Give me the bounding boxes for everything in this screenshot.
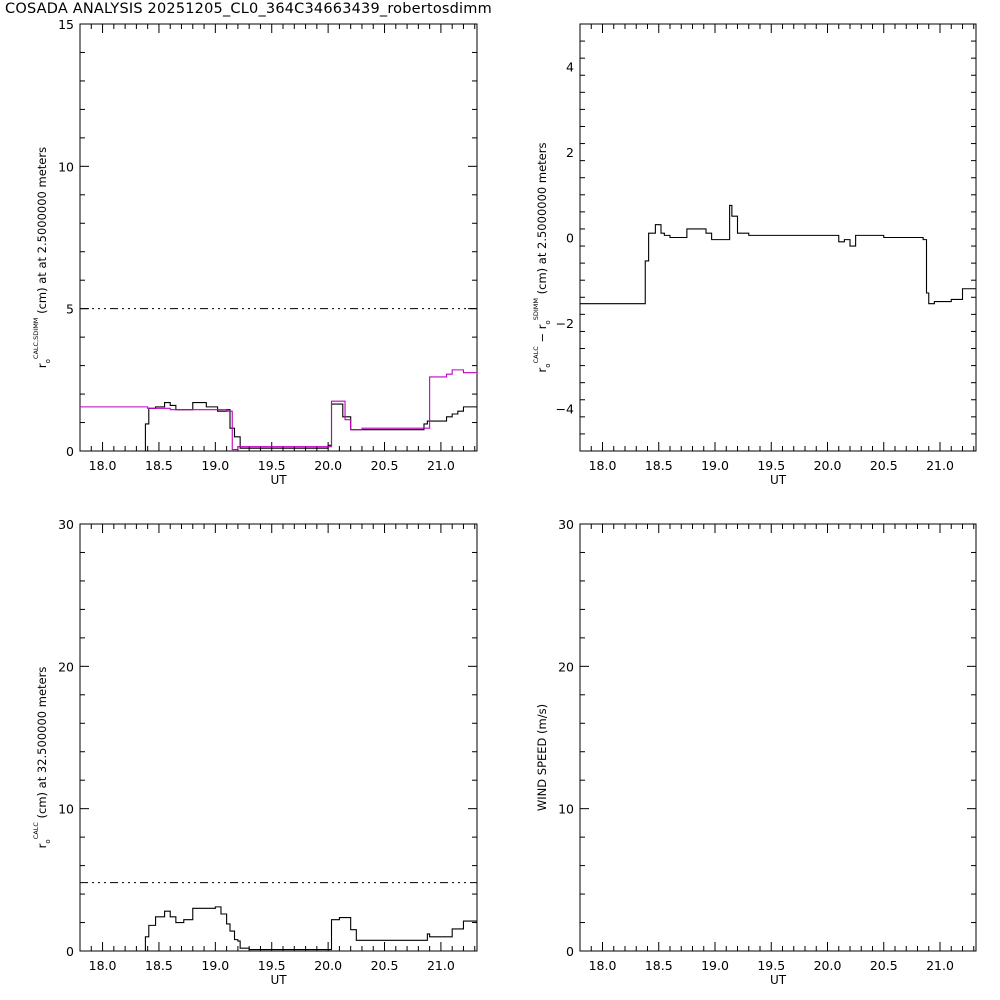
- y-tick-label: 30: [58, 517, 74, 532]
- x-tick-label: 18.5: [145, 958, 173, 973]
- y-label-rest: (cm) at 2.5000000 meters: [535, 143, 549, 298]
- plot-frame: [79, 23, 478, 452]
- y-tick-label: −2: [556, 316, 574, 331]
- y-label-sup: CALC: [32, 822, 40, 840]
- series-line-0: [80, 402, 477, 451]
- y-tick-label: 4: [566, 60, 574, 75]
- x-tick-label: 18.0: [589, 958, 617, 973]
- y-axis-label: ro CALC,SDIMM (cm) at at 2.5000000 meters: [32, 147, 52, 368]
- x-tick-label: 18.0: [89, 458, 117, 473]
- panel-wind-speed: 18.0 18.5 19.0 19.5 20.0 20.5 21.0 UT 0 10 20 30 WIN…: [535, 517, 977, 987]
- y-label-sub: o: [44, 359, 52, 363]
- y-tick-label: 20: [558, 659, 574, 674]
- y-label-main: r: [35, 363, 49, 368]
- x-axis-label: UT: [770, 973, 787, 987]
- x-axis-label: UT: [270, 473, 287, 487]
- x-tick-label: 19.5: [258, 458, 286, 473]
- y-tick-label: 10: [58, 802, 74, 817]
- y-label-sub2: o: [544, 320, 552, 324]
- x-tick-label: 18.0: [89, 958, 117, 973]
- y-label-sub: o: [44, 839, 52, 843]
- y-label-main: r: [35, 843, 49, 848]
- x-tick-label: 20.0: [314, 958, 342, 973]
- y-axis-label: WIND SPEED (m/s): [535, 704, 549, 811]
- x-tick-label: 20.0: [814, 958, 842, 973]
- plot-frame: [579, 23, 977, 452]
- y-label-main: r: [535, 367, 549, 372]
- x-tick-label: 19.5: [757, 958, 785, 973]
- y-tick-label: 10: [58, 159, 74, 174]
- x-tick-label: 21.0: [926, 458, 954, 473]
- y-label-mid: − r: [535, 324, 549, 346]
- x-tick-label: 19.5: [757, 458, 785, 473]
- y-axis-label: ro CALC (cm) at 32.500000 meters: [32, 667, 52, 849]
- panel-r0-difference: 18.0 18.5 19.0 19.5 20.0 20.5 21.0UT−4−2024roC…: [532, 23, 977, 487]
- x-tick-label: 20.0: [814, 458, 842, 473]
- x-tick-label: 19.5: [258, 958, 286, 973]
- x-tick-label: 21.0: [926, 958, 954, 973]
- x-tick-label: 20.0: [314, 458, 342, 473]
- x-axis-label: UT: [270, 973, 287, 987]
- y-tick-label: 30: [558, 517, 574, 532]
- plot-frame: [579, 523, 977, 952]
- y-tick-label: 0: [566, 944, 574, 959]
- y-label-sup2: SDIMM: [532, 298, 540, 320]
- x-tick-label: 19.0: [701, 458, 729, 473]
- panel-r0-sdimm: 18.0 18.5 19.0 19.5 20.0 20.5 21.0 UT 0 5 10 15 ro CA…: [32, 17, 478, 487]
- y-label-rest: (cm) at 32.500000 meters: [35, 667, 49, 822]
- x-tick-label: 18.5: [145, 458, 173, 473]
- y-tick-label: 10: [558, 802, 574, 817]
- x-tick-label: 18.0: [589, 458, 617, 473]
- series-line-1: [80, 369, 477, 451]
- y-tick-label: 15: [58, 17, 74, 32]
- x-tick-label: 20.5: [870, 458, 898, 473]
- x-tick-label: 18.5: [645, 958, 673, 973]
- plot-frame: [79, 523, 478, 952]
- x-tick-label: 21.0: [427, 458, 455, 473]
- y-axis-label: roCALC − roSDIMM (cm) at 2.5000000 meter…: [532, 143, 552, 373]
- panel-r0-calc-32m: 18.0 18.5 19.0 19.5 20.0 20.5 21.0 UT 0 10 20 30 roC…: [32, 517, 478, 987]
- y-label-sup: CALC: [532, 346, 540, 364]
- y-label-rest: (cm) at at 2.5000000 meters: [35, 147, 49, 318]
- y-tick-label: 0: [66, 444, 74, 459]
- y-tick-label: 0: [66, 944, 74, 959]
- y-label-sup: CALC,SDIMM: [32, 318, 40, 359]
- series-line-0: [580, 204, 976, 305]
- x-tick-label: 20.5: [371, 458, 399, 473]
- x-tick-label: 19.0: [201, 458, 229, 473]
- y-label-main: WIND SPEED (m/s): [535, 704, 549, 811]
- y-tick-label: 0: [566, 231, 574, 246]
- x-tick-label: 19.0: [201, 958, 229, 973]
- y-label-sub: o: [544, 363, 552, 367]
- x-tick-label: 21.0: [427, 958, 455, 973]
- y-tick-label: −4: [556, 401, 574, 416]
- x-tick-label: 20.5: [371, 958, 399, 973]
- x-tick-label: 20.5: [870, 958, 898, 973]
- series-line-0: [80, 906, 477, 951]
- x-tick-label: 18.5: [645, 458, 673, 473]
- y-tick-label: 20: [58, 659, 74, 674]
- x-tick-label: 19.0: [701, 958, 729, 973]
- y-tick-label: 5: [66, 302, 74, 317]
- y-tick-label: 2: [566, 145, 574, 160]
- x-axis-label: UT: [770, 473, 787, 487]
- figure-title: COSADA ANALYSIS 20251205_CL0_364C3466343…: [5, 1, 492, 17]
